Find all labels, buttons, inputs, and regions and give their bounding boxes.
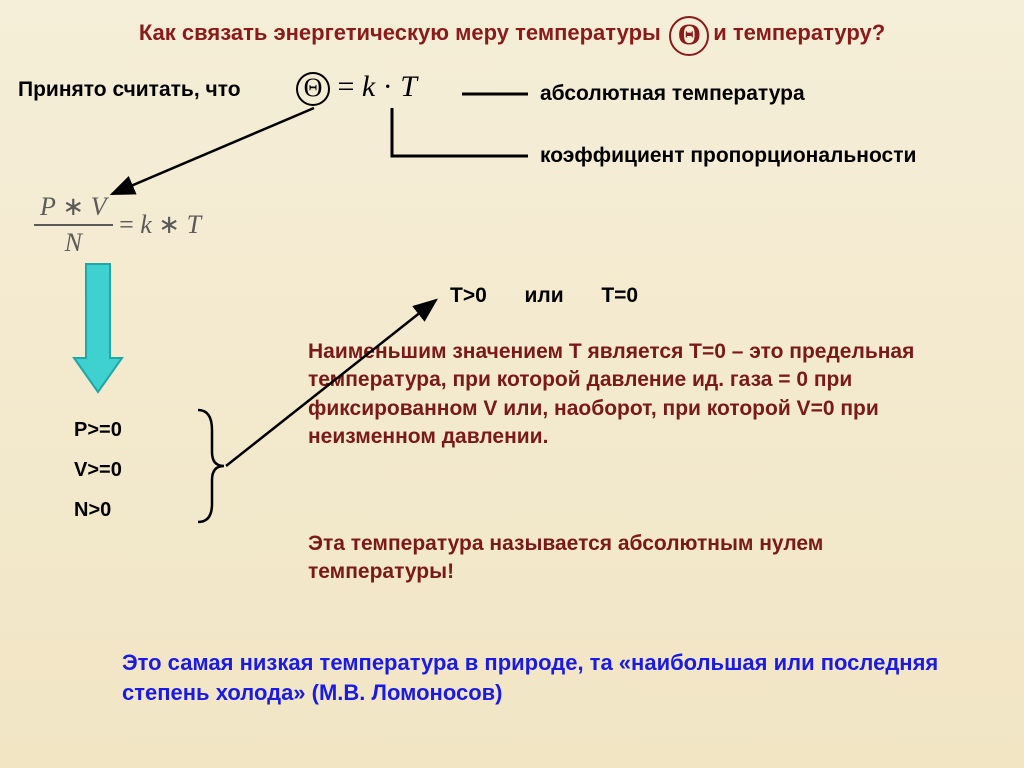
- page-title: Как связать энергетическую меру температ…: [0, 16, 1024, 56]
- ineq-v: V>=0: [74, 450, 122, 490]
- formula-T: T: [400, 70, 417, 103]
- t-condition: Т>0 или Т=0: [450, 284, 638, 308]
- main-formula: Θ = k · T: [296, 70, 417, 106]
- absolute-temperature-label: абсолютная температура: [540, 82, 805, 106]
- frac-P: P: [40, 192, 56, 221]
- t-gt-0: Т>0: [450, 284, 487, 307]
- ineq-p: P>=0: [74, 410, 122, 450]
- t-or: или: [524, 284, 563, 307]
- coefficient-label: коэффициент пропорциональности: [540, 144, 916, 168]
- bottom-quote: Это самая низкая температура в природе, …: [122, 648, 942, 707]
- frac-N: N: [65, 228, 82, 257]
- formula-k: k: [362, 70, 375, 103]
- inequality-block: P>=0 V>=0 N>0: [74, 410, 122, 530]
- paragraph-1: Наименьшим значением Т является Т=0 – эт…: [308, 338, 968, 451]
- arrow-theta-to-fraction: [112, 108, 314, 194]
- t-eq-0: Т=0: [601, 284, 638, 307]
- title-part2: и температуру?: [713, 20, 885, 45]
- paragraph-2: Эта температура называется абсолютным ну…: [308, 530, 968, 587]
- frac-k: k: [140, 210, 152, 239]
- title-part1: Как связать энергетическую меру температ…: [139, 20, 661, 45]
- formula-eq: =: [330, 70, 362, 103]
- teal-down-arrow-icon: [74, 264, 122, 392]
- brace-icon: [198, 410, 224, 522]
- theta-icon: Θ: [669, 16, 709, 56]
- assumption-label: Принято считать, что: [18, 78, 241, 102]
- frac-T: T: [187, 210, 201, 239]
- formula-dot: ·: [375, 70, 400, 103]
- frac-V: V: [91, 192, 107, 221]
- frac-star1: ∗: [56, 192, 91, 221]
- fraction-formula: P ∗ V N = k ∗ T: [34, 192, 201, 258]
- frac-eq: =: [113, 210, 141, 239]
- connector-k-to-coeff: [392, 108, 528, 156]
- theta-icon-small: Θ: [296, 72, 330, 106]
- frac-star2: ∗: [152, 210, 187, 239]
- ineq-n: N>0: [74, 490, 122, 530]
